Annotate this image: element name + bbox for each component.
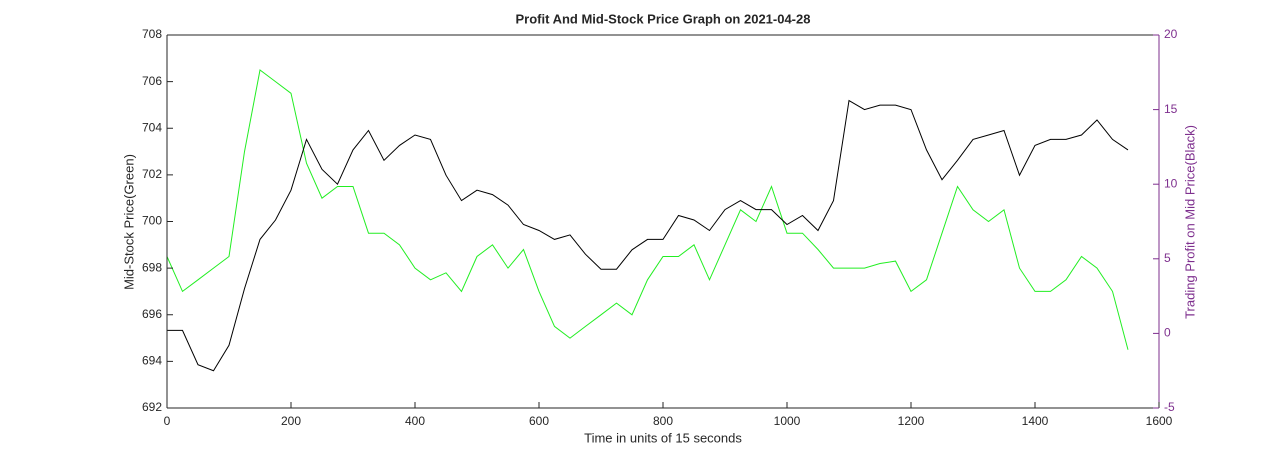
y2-tick-label: 15 — [1164, 102, 1178, 116]
y-tick-label: 702 — [142, 167, 162, 181]
y2-tick-label: 10 — [1164, 176, 1178, 190]
y2-tick-label: 5 — [1164, 251, 1171, 265]
x-tick-label: 1400 — [1022, 414, 1049, 428]
y2-tick-label: -5 — [1164, 400, 1175, 414]
x-tick-label: 600 — [529, 414, 549, 428]
x-tick-label: 1000 — [774, 414, 801, 428]
x-tick-label: 0 — [164, 414, 171, 428]
y2-tick-label: 20 — [1164, 27, 1178, 41]
x-tick-label: 400 — [405, 414, 425, 428]
x-tick-label: 1200 — [898, 414, 925, 428]
y-tick-label: 704 — [142, 120, 162, 134]
y-tick-label: 692 — [142, 400, 162, 414]
x-tick-label: 800 — [653, 414, 673, 428]
y-tick-label: 696 — [142, 307, 162, 321]
y2-tick-label: 0 — [1164, 326, 1171, 340]
y-tick-label: 700 — [142, 214, 162, 228]
y2-axis-label: Trading Profit on Mid Price(Black) — [1182, 125, 1197, 319]
series-line — [166, 69, 1129, 350]
x-tick-label: 200 — [281, 414, 301, 428]
y-tick-label: 706 — [142, 74, 162, 88]
y-axis-label: Mid-Stock Price(Green) — [121, 154, 136, 290]
y-tick-label: 708 — [142, 27, 162, 41]
y-tick-label: 694 — [142, 354, 162, 368]
y-tick-label: 698 — [142, 260, 162, 274]
series-line — [167, 99, 1129, 372]
x-axis-label: Time in units of 15 seconds — [584, 430, 742, 445]
x-tick-label: 1600 — [1146, 414, 1173, 428]
chart-title: Profit And Mid-Stock Price Graph on 2021… — [516, 11, 811, 26]
